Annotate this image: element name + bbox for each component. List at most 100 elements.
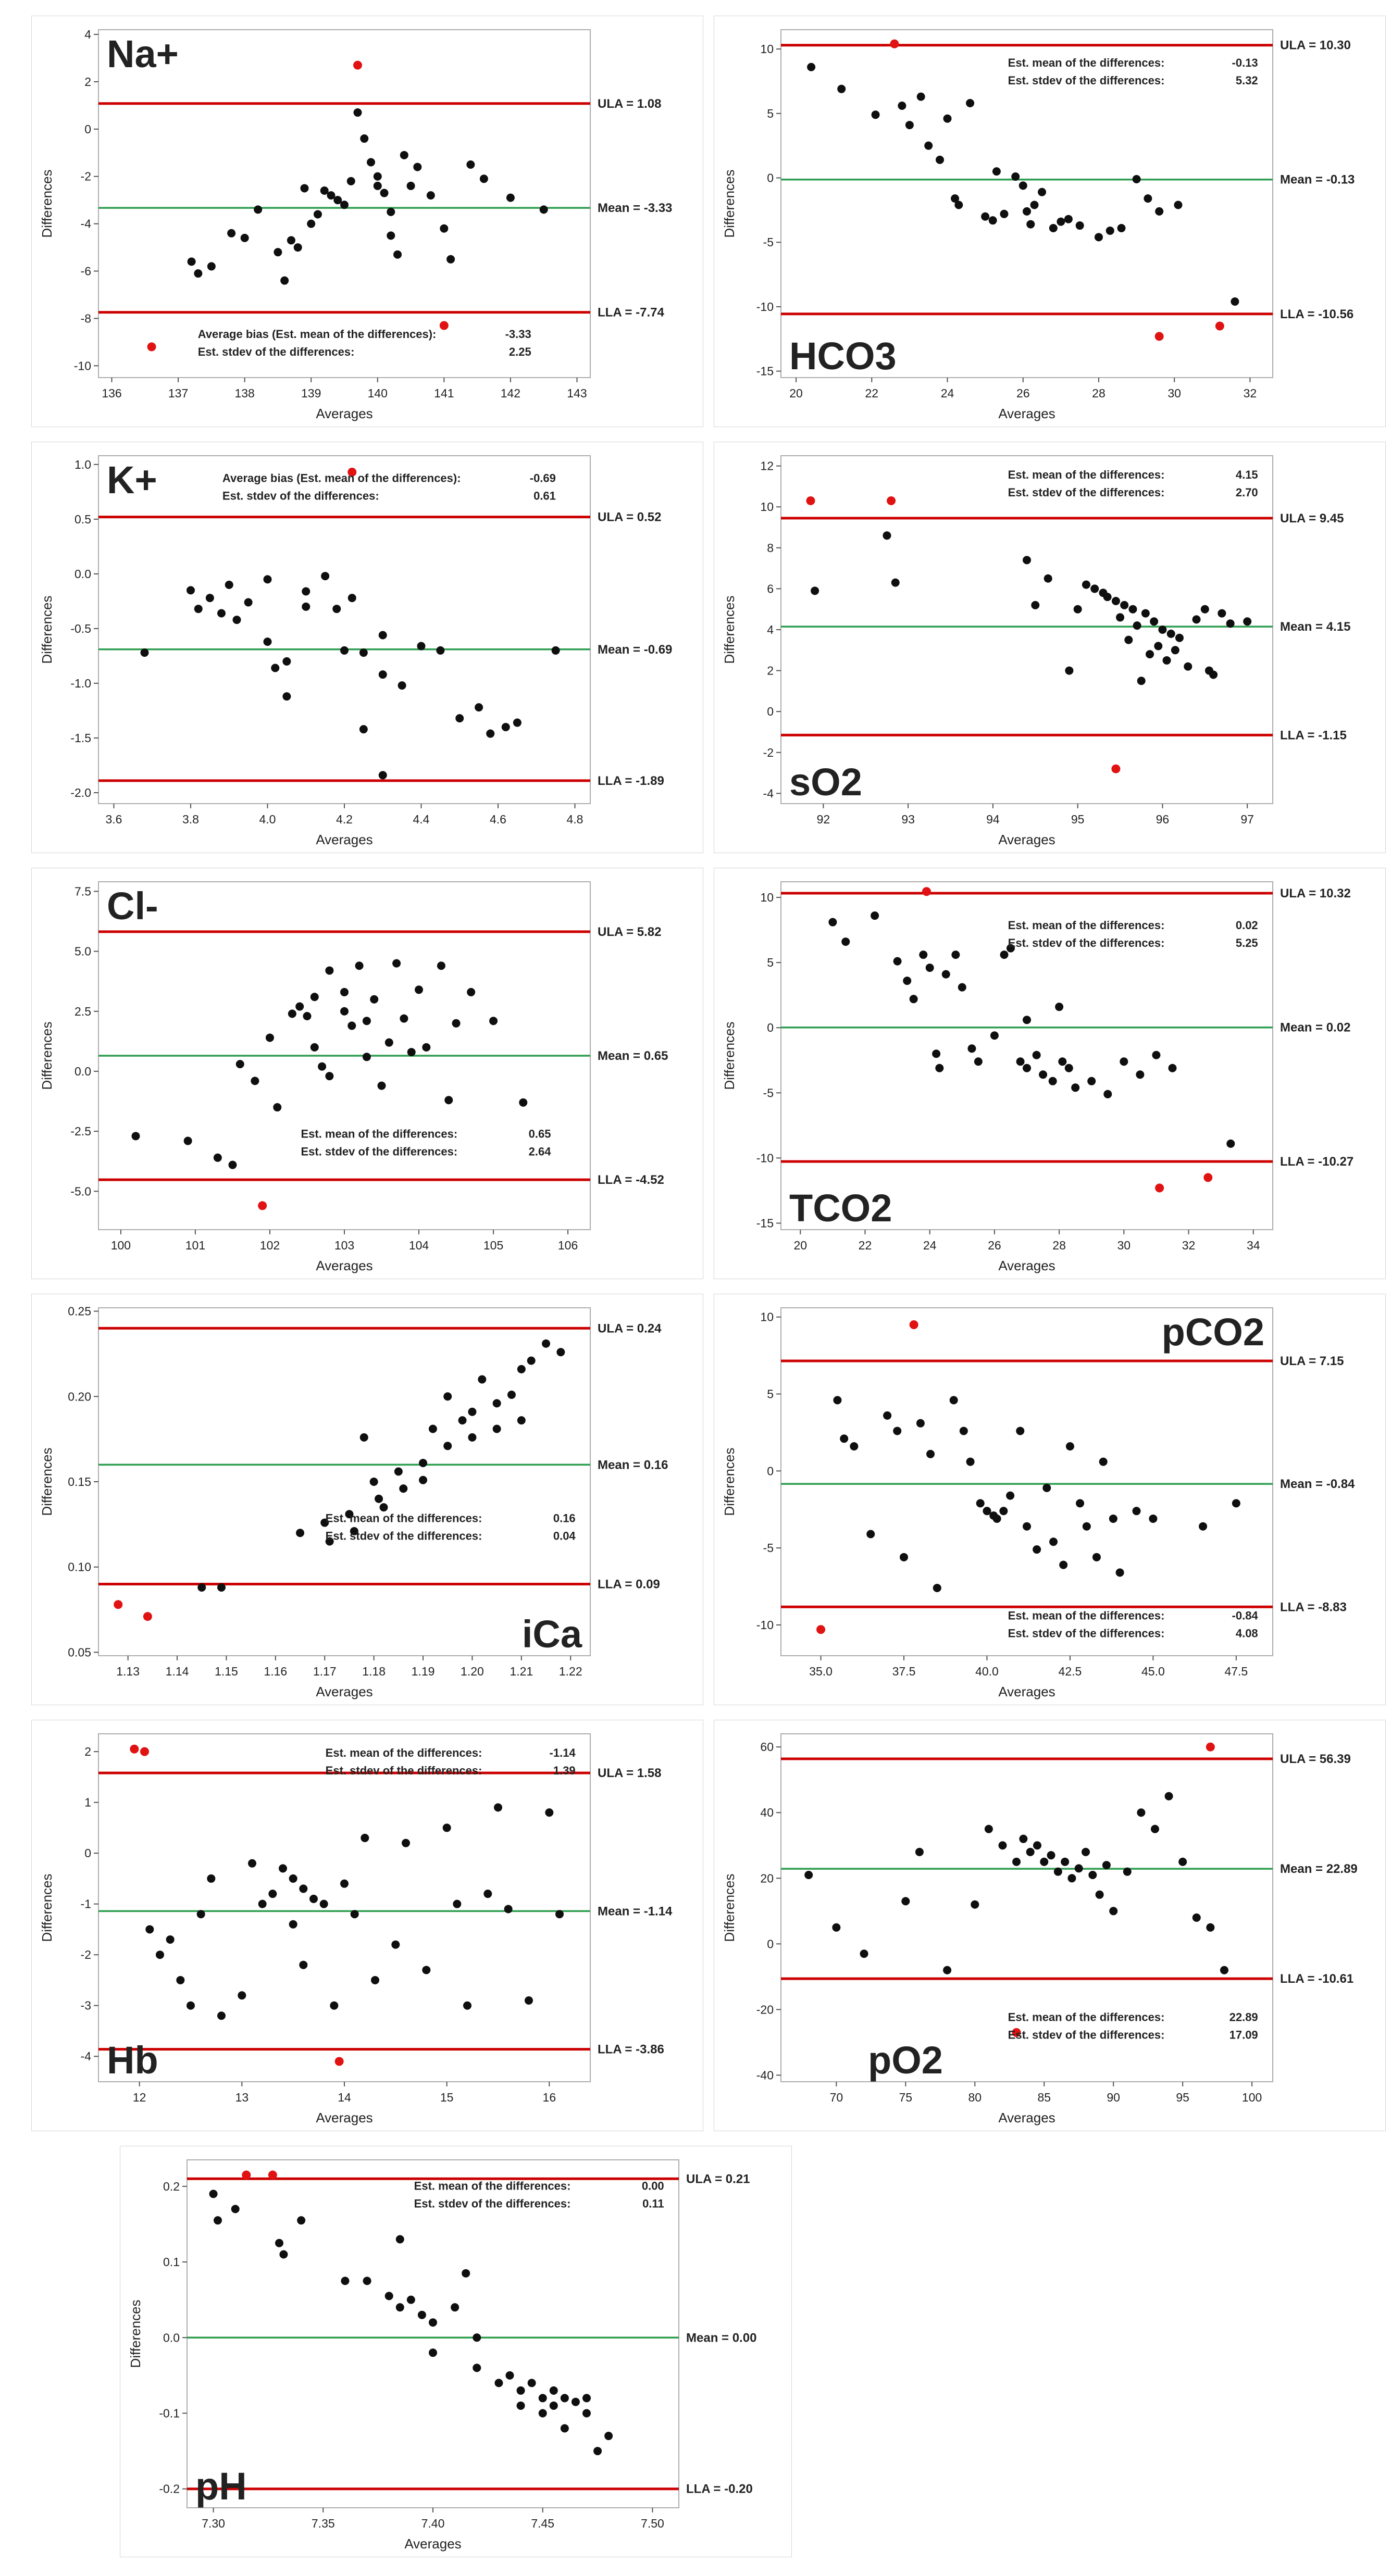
x-tick-label: 100 <box>111 1239 131 1252</box>
data-point <box>807 62 816 71</box>
data-point <box>943 114 952 123</box>
data-point <box>183 1136 192 1145</box>
data-point <box>527 1356 536 1365</box>
data-point <box>1011 172 1020 181</box>
y-tick-label: -0.2 <box>159 2482 180 2496</box>
data-point <box>1092 1553 1101 1561</box>
lla-label: LLA = -0.20 <box>686 2482 753 2496</box>
outlier-point <box>909 1320 918 1330</box>
data-point <box>373 181 382 190</box>
data-point <box>1111 596 1120 605</box>
x-tick-label: 32 <box>1182 1239 1196 1252</box>
data-point <box>225 580 233 589</box>
data-point <box>320 1518 329 1527</box>
ula-label: ULA = 9.45 <box>1280 511 1344 526</box>
x-tick-label: 7.35 <box>312 2517 335 2530</box>
annotation-label: Est. stdev of the differences: <box>326 1529 482 1542</box>
data-point <box>1000 209 1009 218</box>
data-point <box>361 1833 369 1842</box>
data-point <box>1231 297 1239 306</box>
data-point <box>832 1923 841 1932</box>
data-point <box>213 1153 222 1162</box>
chart-ica: 0.05 0.10 0.15 0.20 0.25 1.13 1.14 1.15 1.16 1.17… <box>31 1294 703 1705</box>
data-point <box>555 1910 564 1919</box>
data-point <box>538 2394 547 2403</box>
data-point <box>362 1053 371 1061</box>
outlier-point <box>1111 764 1121 773</box>
data-point <box>274 248 282 257</box>
data-point <box>811 586 819 595</box>
y-tick-label: 4 <box>84 28 91 41</box>
x-tick-label: 30 <box>1168 386 1181 400</box>
bland-altman-plot-po2: -40 -20 0 20 40 60 70 75 80 85 90 95 100 Differences A… <box>722 1733 1358 2125</box>
data-point <box>458 1416 467 1425</box>
data-point <box>1132 174 1141 183</box>
data-point <box>384 2292 393 2300</box>
data-point <box>883 531 891 540</box>
x-tick-label: 96 <box>1156 812 1170 826</box>
data-point <box>988 216 997 225</box>
outlier-point <box>922 887 931 896</box>
scatter-points <box>197 1339 565 1592</box>
annotation-label: Est. stdev of the differences: <box>1008 2029 1165 2042</box>
scatter-points <box>811 531 1252 685</box>
data-point <box>346 177 355 185</box>
annotation-value: 5.25 <box>1236 936 1258 949</box>
y-tick-label: 10 <box>760 1310 774 1324</box>
y-tick-label: 20 <box>760 1871 774 1885</box>
x-tick-label: 26 <box>988 1239 1001 1252</box>
bland-altman-plot-ph: -0.2 -0.1 0.0 0.1 0.2 7.30 7.35 7.40 7.45 7.50 Dif… <box>128 2159 756 2552</box>
data-point <box>1109 1907 1118 1916</box>
x-axis-label: Averages <box>998 406 1055 421</box>
data-point <box>1057 217 1065 226</box>
x-tick-label: 1.22 <box>559 1665 582 1678</box>
x-tick-label: 138 <box>234 386 254 400</box>
annotation-value: 0.04 <box>553 1529 576 1542</box>
data-point <box>197 1583 206 1592</box>
data-point <box>841 937 850 946</box>
chart-title: K+ <box>107 458 157 502</box>
data-point <box>900 1553 908 1561</box>
data-point <box>176 1975 185 1984</box>
data-point <box>417 2310 426 2319</box>
data-point <box>507 1391 516 1399</box>
data-point <box>400 151 408 159</box>
ula-label: ULA = 56.39 <box>1280 1752 1351 1766</box>
data-point <box>419 1458 428 1467</box>
plot-frame <box>780 455 1273 804</box>
data-point <box>954 201 963 209</box>
chart-title: HCO3 <box>789 334 897 378</box>
outlier-point <box>242 2170 251 2180</box>
y-tick-label: -1 <box>81 1897 91 1911</box>
data-point <box>288 1009 296 1018</box>
data-point <box>1082 1847 1090 1856</box>
data-point <box>1049 224 1058 233</box>
x-axis-label: Averages <box>998 1258 1055 1273</box>
data-point <box>1032 1051 1041 1059</box>
data-point <box>916 1419 925 1428</box>
data-point <box>941 970 950 979</box>
data-point <box>440 224 449 233</box>
chart-k: -2.0 -1.5 -1.0 -0.5 0.0 0.5 1.0 3.6 3.8 4.0 4.2 4.4… <box>31 442 703 853</box>
annotation-value: 2.25 <box>509 345 531 358</box>
data-point <box>1200 605 1209 614</box>
mean-label: Mean = -0.69 <box>598 643 672 657</box>
annotation-label: Est. stdev of the differences: <box>414 2197 571 2210</box>
data-point <box>251 1077 259 1085</box>
x-tick-label: 22 <box>865 386 878 400</box>
y-tick-label: 60 <box>760 1740 774 1754</box>
scatter-points <box>804 1792 1228 1974</box>
outlier-point <box>140 1747 149 1756</box>
data-point <box>254 205 263 214</box>
y-tick-label: 0.0 <box>163 2331 180 2344</box>
y-tick-label: 0.20 <box>68 1390 91 1403</box>
x-tick-label: 80 <box>968 2091 982 2104</box>
outlier-point <box>1206 1742 1215 1752</box>
x-tick-label: 143 <box>567 386 587 400</box>
y-tick-label: 0.1 <box>163 2255 180 2269</box>
data-point <box>1192 1913 1201 1922</box>
y-tick-label: 0 <box>767 171 774 185</box>
data-point <box>1064 1064 1073 1072</box>
data-point <box>280 276 289 285</box>
x-tick-label: 7.40 <box>421 2517 445 2530</box>
